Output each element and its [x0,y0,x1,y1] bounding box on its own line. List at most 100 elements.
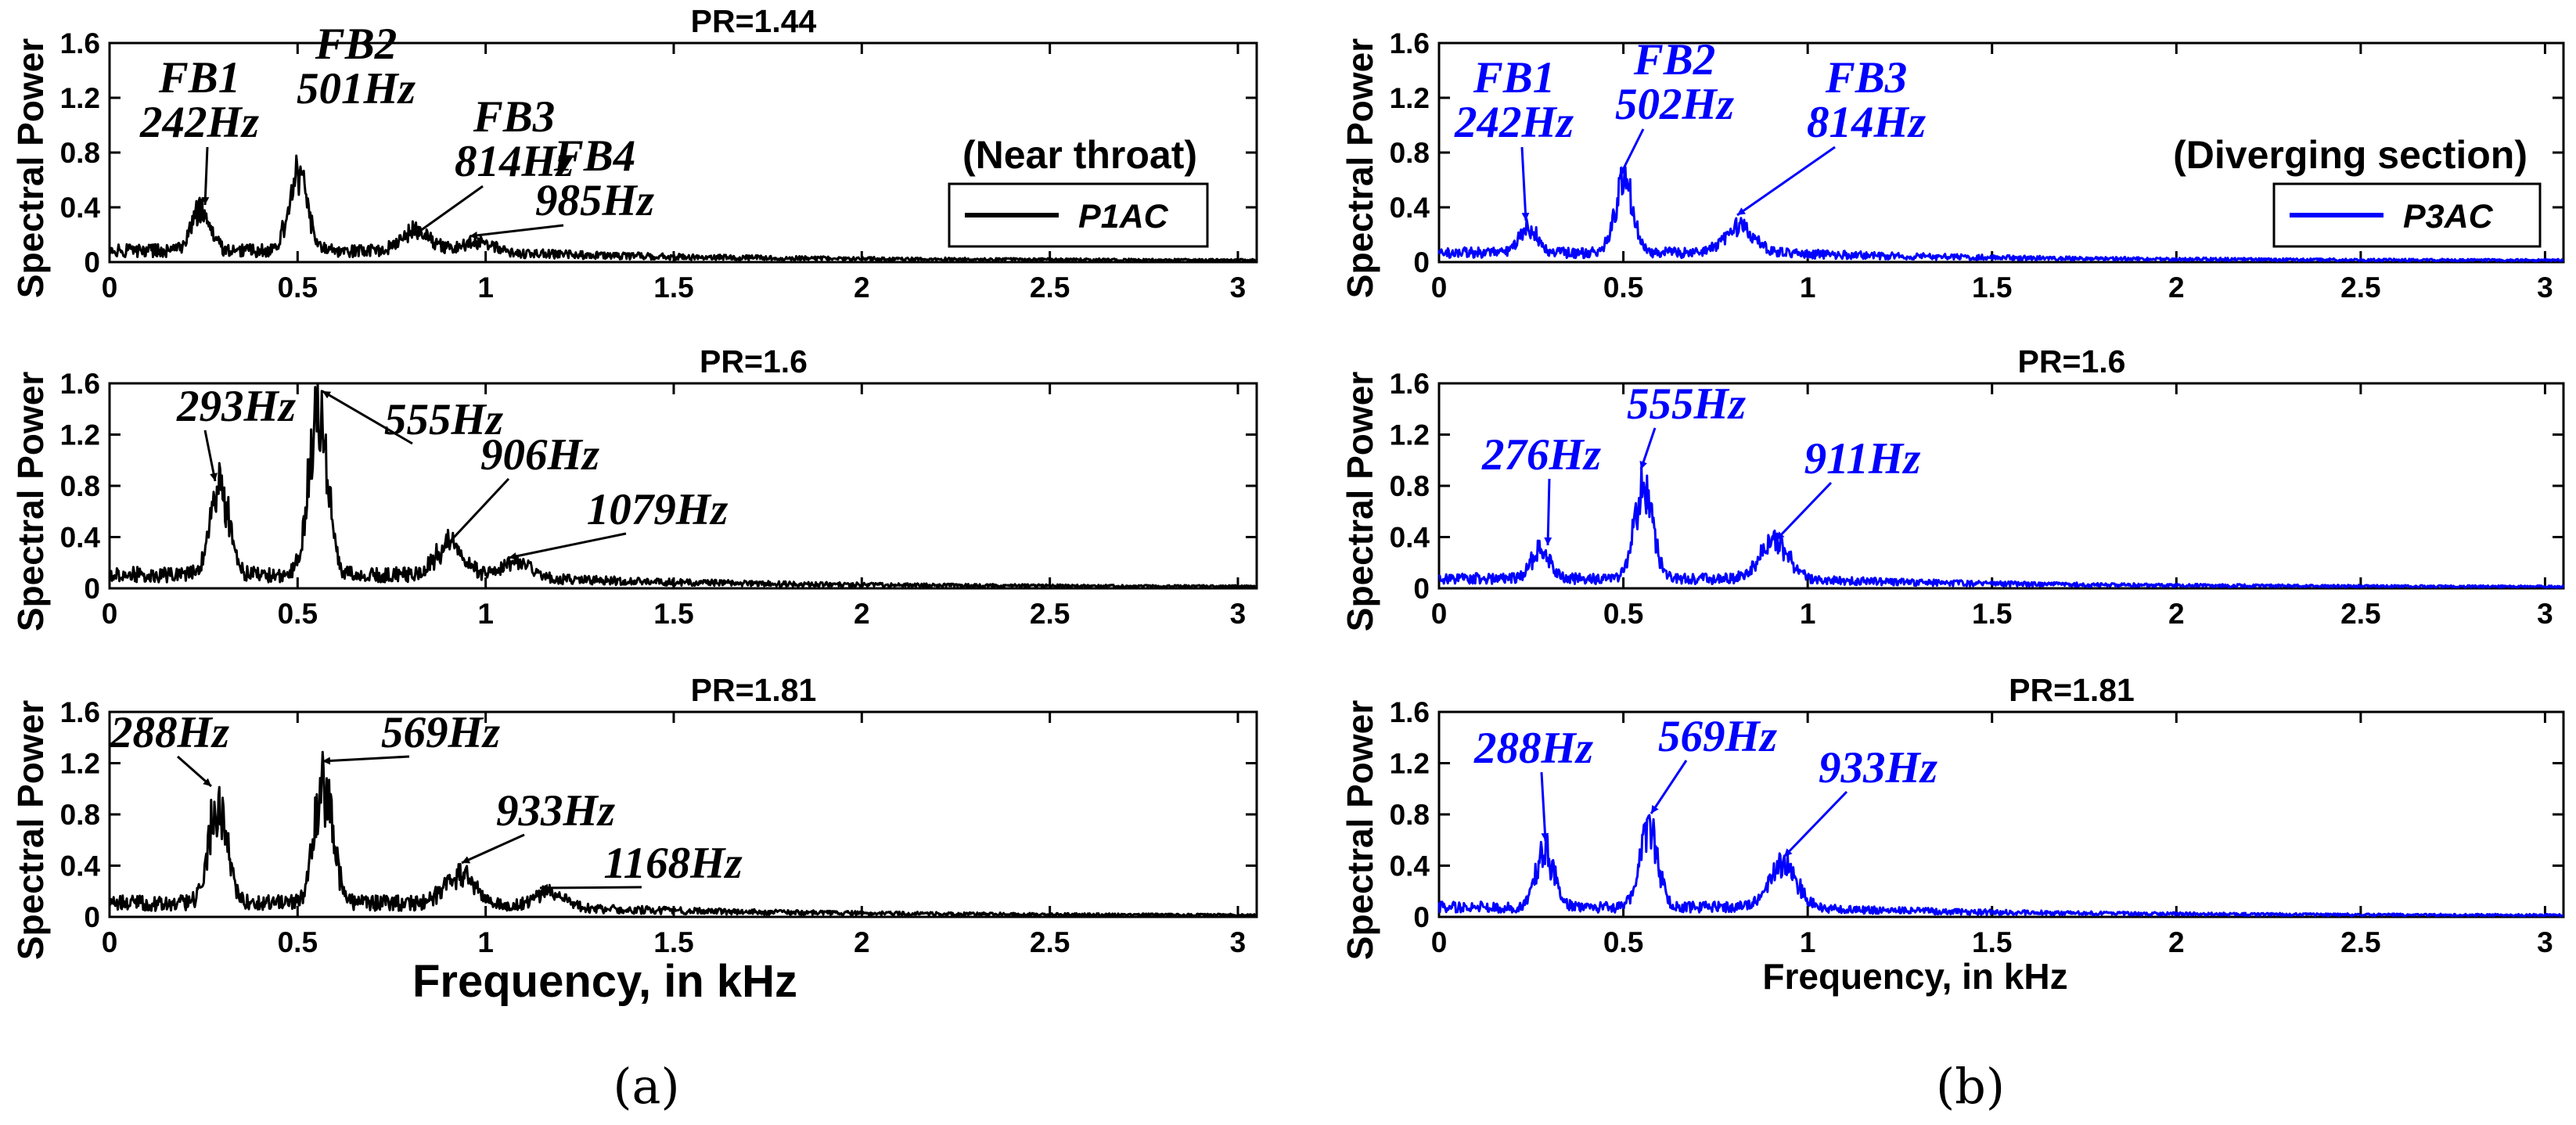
peak-freq-label: 242Hz [139,98,259,147]
y-axis-label: Spectral Power [10,372,51,631]
peak-freq-label: 288Hz [1473,724,1593,773]
series-line [108,154,1257,263]
peak-freq-label: 814Hz [1807,98,1926,147]
y-tick-label: 0 [84,901,100,933]
peak-arrow [1540,771,1549,842]
panel-title: PR=1.81 [691,672,817,708]
caption-a: (a) [613,1058,679,1115]
peak-freq-label: 1168Hz [603,839,742,888]
series-line [1437,465,2565,589]
peak-arrow [322,390,413,445]
y-axis-label: Spectral Power [10,38,51,298]
peak-freq-label: 555Hz [384,395,503,444]
series-line [1437,166,2564,263]
y-tick-label: 0.4 [1390,192,1430,224]
y-tick-label: 1.6 [1390,696,1430,728]
peak-arrow [469,224,564,239]
y-tick-label: 1.2 [1390,82,1430,114]
y-axis-label: Spectral Power [1340,372,1380,631]
peak-arrow [461,833,525,864]
peak-freq-label: 906Hz [480,430,599,480]
x-tick-label: 1.5 [653,271,693,304]
peak-freq-label: 293Hz [176,382,296,431]
panel-title: PR=1.81 [2009,672,2135,708]
peak-name-label: FB1 [158,53,241,102]
x-tick-label: 2 [2168,598,2185,630]
y-tick-label: 0 [1413,246,1430,279]
x-tick-label: 0 [1431,926,1448,958]
peak-arrow [1544,478,1552,546]
x-tick-label: 1 [477,598,494,630]
peak-arrow [201,146,210,206]
peak-arrow [177,755,212,788]
peak-arrow [1783,790,1848,858]
peak-freq-label: 911Hz [1804,434,1921,483]
panel-title: PR=1.6 [700,343,808,379]
y-tick-label: 0.8 [60,137,100,169]
y-tick-label: 0 [1413,573,1430,605]
peak-arrow [508,532,627,560]
panel-a1: 0 0.4 0.8 1.2 1.6 0 0.5 1 1.5 2 2.5 3 Spectral Power… [10,3,1258,304]
x-tick-label: 2.5 [2340,598,2380,630]
peak-arrow [539,883,642,892]
x-tick-label: 1.5 [653,598,693,630]
y-axis-label: Spectral Power [10,700,51,960]
peak-arrow [1775,481,1833,541]
series-line [1437,814,2564,918]
peak-freq-label: 1079Hz [587,485,729,534]
x-tick-label: 2.5 [1030,271,1070,304]
panel-a3: 0 0.4 0.8 1.2 1.6 0 0.5 1 1.5 2 2.5 3 Spectral Power… [10,672,1258,1007]
x-tick-label: 2 [2168,926,2185,958]
y-tick-label: 1.6 [60,368,100,400]
x-tick-label: 1 [1800,271,1816,304]
y-axis-label: Spectral Power [1340,700,1380,960]
y-tick-label: 0.4 [60,522,101,554]
x-tick-label: 2 [854,598,870,630]
peak-arrow [322,755,410,765]
y-tick-label: 0.8 [60,470,100,502]
x-tick-label: 1 [477,926,494,958]
peak-name-label: FB4 [553,131,636,181]
peak-freq-label: 555Hz [1627,379,1746,429]
series-line [108,382,1257,589]
x-tick-label: 0.5 [1603,271,1643,304]
panel-a2: 0 0.4 0.8 1.2 1.6 0 0.5 1 1.5 2 2.5 3 Spectral Power… [10,343,1258,631]
peak-arrow [1520,146,1530,221]
y-tick-label: 1.6 [60,27,100,59]
legend-label: P1AC [1078,198,1169,235]
y-tick-label: 0.8 [60,799,100,831]
x-tick-label: 1.5 [1972,271,2012,304]
panel-title: PR=1.44 [691,3,817,39]
y-tick-label: 0.8 [1390,470,1430,502]
peak-arrow [203,430,218,482]
y-tick-label: 0.8 [1390,799,1430,831]
peak-freq-label: 276Hz [1481,430,1601,480]
peak-freq-label: 501Hz [297,64,416,113]
x-tick-label: 1.5 [1972,598,2012,630]
legend-label: P3AC [2403,198,2494,235]
y-tick-label: 0.4 [60,192,101,224]
y-tick-label: 0 [1413,901,1430,933]
x-tick-label: 3 [1230,271,1247,304]
peak-name-label: FB3 [1825,53,1908,102]
panel-b2: 0 0.4 0.8 1.2 1.6 0 0.5 1 1.5 2 2.5 3 Spectral Power… [1340,343,2565,631]
x-tick-label: 2.5 [2340,271,2380,304]
region-label: (Near throat) [962,133,1197,177]
panel-b3: 0 0.4 0.8 1.2 1.6 0 0.5 1 1.5 2 2.5 3 Spectral Power… [1340,672,2565,997]
x-tick-label: 2 [854,926,870,958]
series-line [108,750,1258,918]
y-tick-label: 0 [84,246,100,279]
x-tick-label: 1 [1800,598,1816,630]
y-tick-label: 1.6 [1390,27,1430,59]
x-tick-label: 3 [1230,598,1247,630]
y-axis-label: Spectral Power [1340,38,1380,298]
peak-name-label: FB1 [1473,53,1556,102]
caption-b: (b) [1936,1058,2005,1115]
peak-freq-label: 569Hz [1658,712,1777,761]
peak-name-label: FB2 [1633,35,1716,84]
y-tick-label: 0.8 [1390,137,1430,169]
peak-freq-label: 242Hz [1454,98,1574,147]
peak-freq-label: 933Hz [496,786,615,836]
x-tick-label: 1 [1800,926,1816,958]
